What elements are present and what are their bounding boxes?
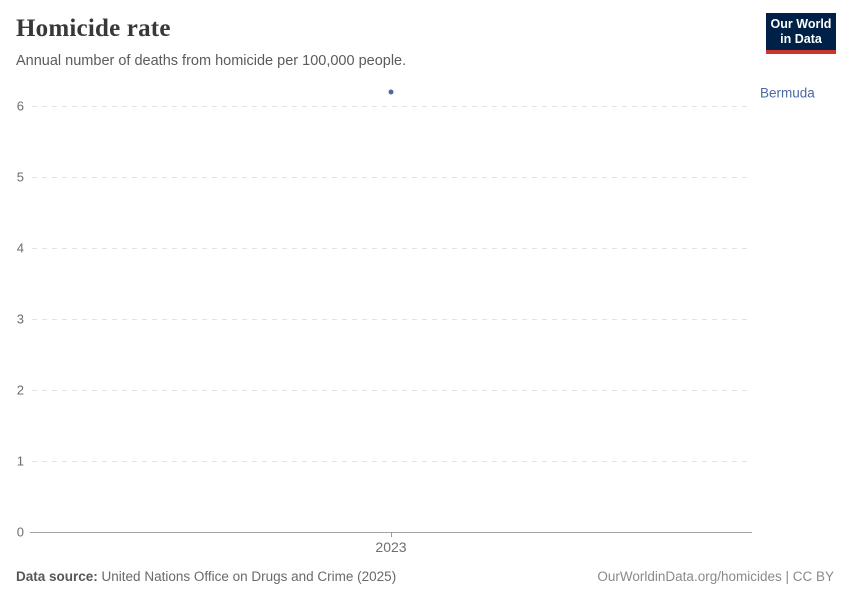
owid-logo-line1: Our World — [770, 16, 832, 31]
y-axis-tick-label: 4 — [16, 240, 24, 256]
y-axis-tick-label: 2 — [16, 382, 24, 398]
gridline — [32, 461, 748, 462]
page-title: Homicide rate — [16, 15, 171, 42]
plot-area: Bermuda 2023 0 1 2 3 4 5 6 — [17, 85, 815, 555]
y-axis-tick-label: 5 — [16, 169, 24, 185]
x-axis-tick-label: 2023 — [375, 539, 407, 555]
chart-footer: Data source: United Nations Office on Dr… — [16, 569, 834, 584]
data-source: Data source: United Nations Office on Dr… — [16, 569, 396, 584]
owid-link[interactable]: OurWorldinData.org/homicides | CC BY — [597, 569, 834, 584]
gridline — [32, 248, 748, 249]
y-axis-tick-label: 6 — [16, 98, 24, 114]
owid-logo-line2: in Data — [780, 31, 822, 46]
x-axis-tick-mark — [391, 532, 392, 537]
data-source-label: Data source: — [16, 569, 98, 584]
data-point-bermuda[interactable] — [388, 89, 394, 95]
owid-logo: Our World in Data — [766, 13, 836, 54]
chart-subtitle: Annual number of deaths from homicide pe… — [16, 53, 407, 69]
gridline — [32, 177, 748, 178]
y-axis-tick-label: 3 — [16, 311, 24, 327]
y-axis-tick-label: 1 — [16, 453, 24, 469]
gridline — [32, 390, 748, 391]
gridline — [32, 319, 748, 320]
series-label-bermuda[interactable]: Bermuda — [760, 85, 815, 101]
y-axis-tick-label: 0 — [16, 524, 24, 540]
data-source-text: United Nations Office on Drugs and Crime… — [101, 569, 397, 584]
gridline — [32, 106, 748, 107]
